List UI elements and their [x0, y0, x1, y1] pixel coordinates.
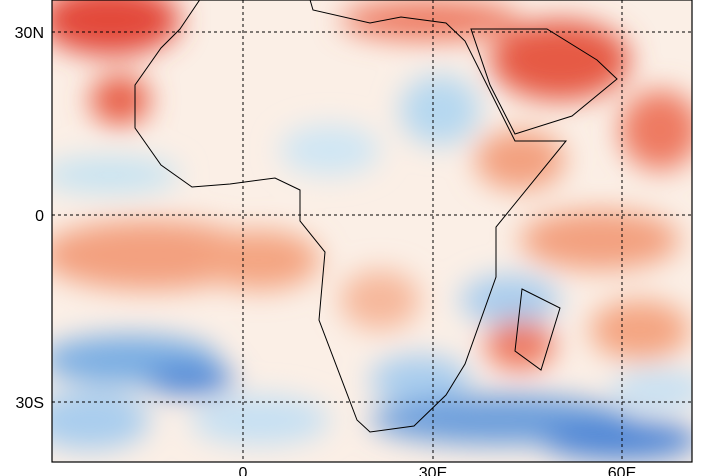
anomaly-field: [52, 0, 692, 462]
lon-label: 0: [239, 465, 248, 476]
lat-label: 30N: [15, 25, 44, 42]
lat-label: 30S: [16, 395, 44, 412]
map-frame: [51, 0, 693, 463]
arabia-coastline: [470, 28, 618, 135]
lon-label: 30E: [419, 465, 447, 476]
lat-label: 0: [35, 208, 44, 225]
lon-label: 60E: [608, 465, 636, 476]
africa-coastline: [134, 0, 568, 433]
madagascar-coastline: [514, 288, 561, 371]
